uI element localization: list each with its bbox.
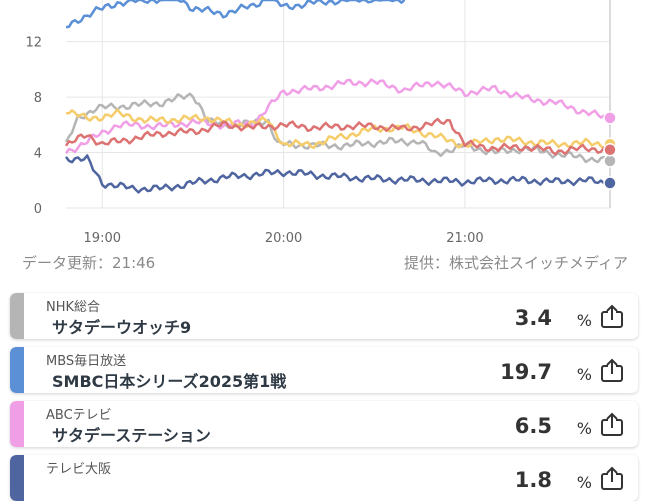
series-line xyxy=(65,0,406,29)
program-title: サタデーステーション xyxy=(52,426,211,445)
series-end-point xyxy=(603,176,617,190)
program-card-nhk[interactable]: NHK総合 サタデーウオッチ9 3.4 % xyxy=(10,293,638,339)
rating-unit: % xyxy=(576,419,592,438)
rating-value: 6.5 xyxy=(514,414,552,438)
rating-unit: % xyxy=(576,473,592,492)
series-line xyxy=(64,78,608,155)
program-card-mbs[interactable]: MBS毎日放送 SMBC日本シリーズ2025第1戦 19.7 % xyxy=(10,347,638,393)
station-name: ABCテレビ xyxy=(46,408,112,423)
station-name: テレビ大阪 xyxy=(46,462,112,477)
rating-unit: % xyxy=(576,311,592,330)
rating-value: 3.4 xyxy=(514,306,552,330)
x-tick-label: 21:00 xyxy=(446,231,483,246)
station-name: MBS毎日放送 xyxy=(46,354,127,369)
series-line xyxy=(64,117,608,156)
series-line xyxy=(65,154,608,194)
y-tick-label: 8 xyxy=(34,91,42,106)
series-end-point xyxy=(603,154,617,168)
channel-color-bar xyxy=(10,347,24,393)
y-tick-label: 0 xyxy=(34,202,42,217)
data-updated-label: データ更新：21:46 xyxy=(22,254,156,272)
share-icon[interactable] xyxy=(600,358,624,382)
program-title: SMBC日本シリーズ2025第1戦 xyxy=(52,372,287,391)
share-icon[interactable] xyxy=(600,466,624,490)
provider-label: 提供：株式会社スイッチメディア xyxy=(404,254,628,272)
series-line xyxy=(65,108,608,150)
series-end-point xyxy=(603,143,617,157)
viewership-line-chart: 0 4 8 12 19:00 20:00 21:00 xyxy=(25,0,617,246)
channel-color-bar xyxy=(10,293,24,339)
channel-color-bar xyxy=(10,401,24,447)
program-card-abc[interactable]: ABCテレビ サタデーステーション 6.5 % xyxy=(10,401,638,447)
rating-unit: % xyxy=(576,365,592,384)
series-end-point xyxy=(603,111,617,125)
series-line xyxy=(64,92,608,164)
rating-value: 1.8 xyxy=(514,468,552,492)
y-tick-label: 4 xyxy=(34,147,42,162)
x-tick-label: 19:00 xyxy=(84,231,121,246)
rating-value: 19.7 xyxy=(500,360,552,384)
share-icon[interactable] xyxy=(600,412,624,436)
program-card-tvo[interactable]: テレビ大阪 1.8 % xyxy=(10,455,638,501)
program-title: サタデーウオッチ9 xyxy=(52,318,192,337)
x-tick-label: 20:00 xyxy=(265,231,302,246)
share-icon[interactable] xyxy=(600,304,624,328)
y-tick-label: 12 xyxy=(25,36,42,51)
station-name: NHK総合 xyxy=(46,300,101,315)
channel-color-bar xyxy=(10,455,24,501)
